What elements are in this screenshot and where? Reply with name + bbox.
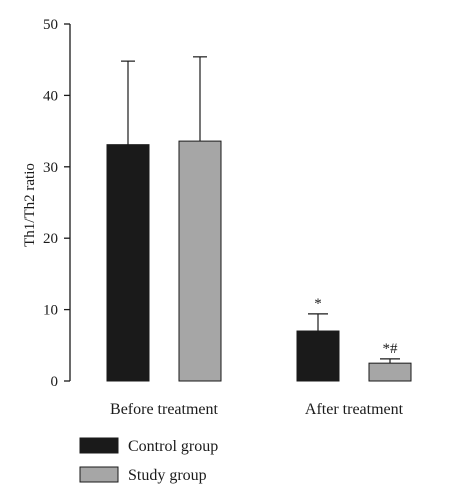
bar-0-0 (106, 144, 150, 382)
y-tick-label: 50 (43, 17, 58, 33)
category-label-0: Before treatment (110, 401, 219, 418)
annotations: * *# (314, 296, 398, 357)
legend: Control group Study group (79, 437, 218, 484)
legend-label-1: Study group (128, 467, 207, 484)
legend-swatch-1 (79, 466, 119, 483)
y-tick-label: 30 (43, 160, 58, 176)
category-labels: Before treatment After treatment (110, 401, 404, 418)
y-tick-label: 0 (51, 374, 59, 390)
y-tick-label: 40 (43, 88, 58, 104)
legend-label-0: Control group (128, 438, 218, 455)
significance-marker-1-1: *# (383, 341, 399, 357)
legend-swatch-0 (79, 437, 119, 454)
y-tick-label: 10 (43, 303, 58, 319)
y-tick-label: 20 (43, 231, 58, 247)
bar-1-1 (368, 362, 412, 382)
bars (106, 140, 412, 382)
y-axis-label: Th1/Th2 ratio (22, 163, 38, 247)
axes: 0 10 20 30 40 50 (43, 17, 71, 390)
bar-1-0 (178, 140, 222, 382)
significance-marker-0-1: * (314, 296, 322, 312)
category-label-1: After treatment (305, 401, 404, 418)
bar-0-1 (296, 330, 340, 382)
error-bars (121, 56, 400, 364)
